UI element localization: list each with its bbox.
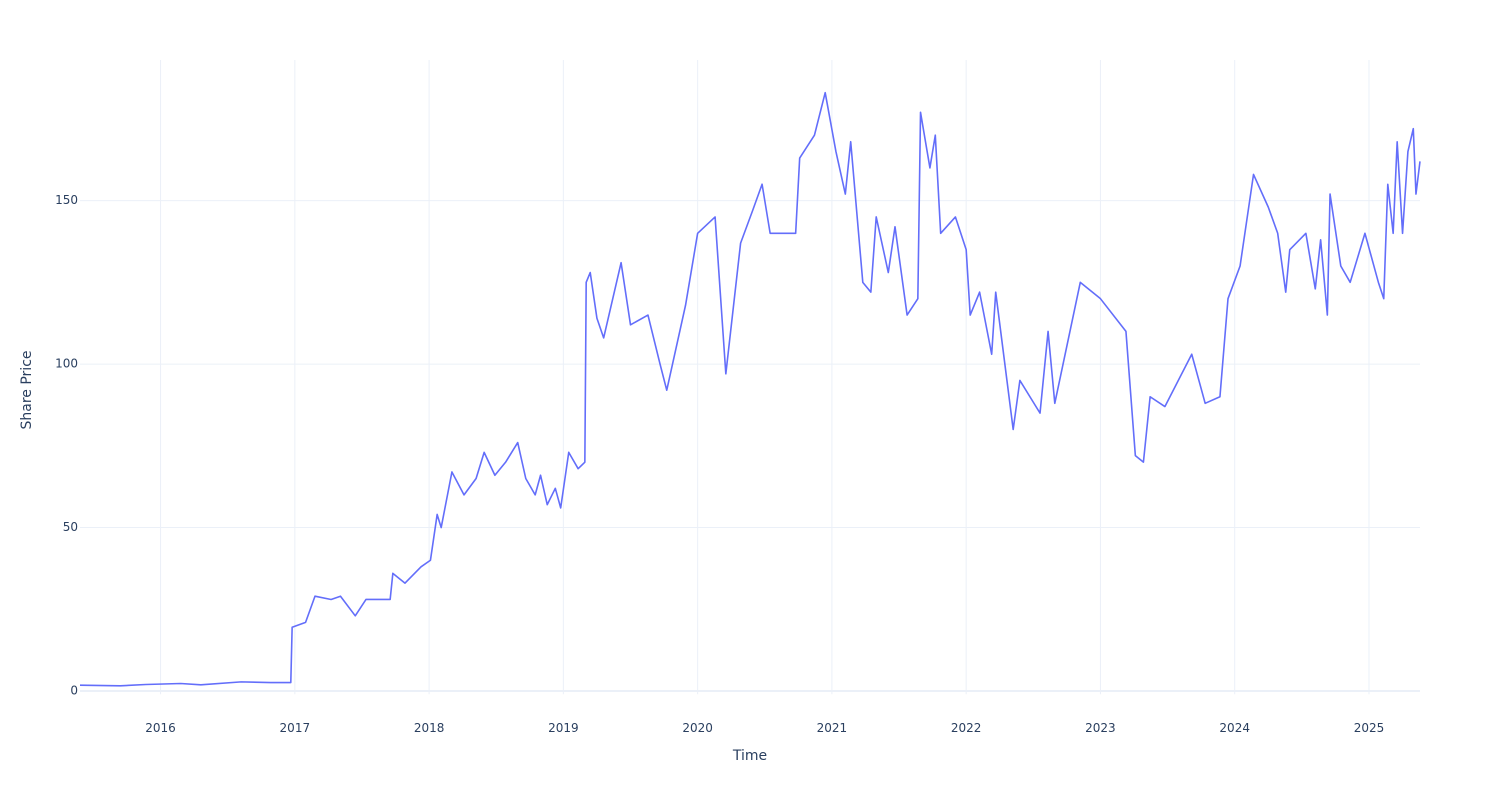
x-tick-label: 2022: [951, 721, 982, 735]
x-tick-label: 2017: [280, 721, 311, 735]
y-tick-label: 0: [70, 684, 78, 698]
y-tick-label: 150: [55, 193, 78, 207]
x-axis-title: Time: [732, 748, 767, 764]
y-axis-title: Share Price: [19, 350, 35, 429]
x-tick-label: 2016: [145, 721, 176, 735]
x-tick-label: 2018: [414, 721, 445, 735]
x-tick-label: 2023: [1085, 721, 1116, 735]
x-tick-label: 2024: [1219, 721, 1250, 735]
x-tick-label: 2025: [1354, 721, 1385, 735]
y-tick-label: 50: [63, 520, 78, 534]
x-tick-label: 2019: [548, 721, 579, 735]
grid: [80, 60, 1420, 695]
x-tick-label: 2020: [682, 721, 713, 735]
price-line: [79, 91, 1421, 687]
plot-area: [79, 91, 1421, 687]
x-tick-label: 2021: [817, 721, 848, 735]
y-tick-label: 100: [55, 357, 78, 371]
